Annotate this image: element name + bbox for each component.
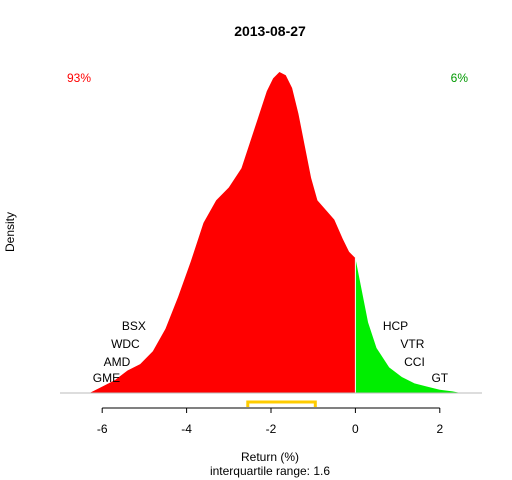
- y-axis-label: Density: [3, 212, 17, 252]
- positive-density-area: [355, 258, 461, 393]
- right-ticker-label: VTR: [400, 337, 424, 351]
- x-tick-label: -6: [97, 422, 108, 436]
- negative-density-area: [89, 72, 356, 393]
- x-tick-label: 0: [352, 422, 359, 436]
- x-axis-label: Return (%): [241, 450, 299, 464]
- left-percentage: 93%: [67, 71, 91, 85]
- left-ticker-label: GME: [93, 371, 120, 385]
- left-ticker-label: BSX: [122, 319, 146, 333]
- iqr-caption: interquartile range: 1.6: [210, 464, 330, 478]
- x-tick-label: 2: [436, 422, 443, 436]
- x-tick-label: -2: [266, 422, 277, 436]
- iqr-bracket: [246, 400, 317, 407]
- right-ticker-label: HCP: [383, 319, 408, 333]
- plot-area: -6 -4 -2 0 2 BSX WDC AMD GME HCP VTR CCI GT: [60, 72, 482, 436]
- right-percentage: 6%: [451, 71, 469, 85]
- x-tick-label: -4: [181, 422, 192, 436]
- right-ticker-label: CCI: [404, 355, 425, 369]
- left-ticker-label: WDC: [111, 337, 140, 351]
- right-ticker-label: GT: [431, 371, 448, 385]
- left-ticker-label: AMD: [104, 355, 131, 369]
- chart-title: 2013-08-27: [234, 23, 306, 39]
